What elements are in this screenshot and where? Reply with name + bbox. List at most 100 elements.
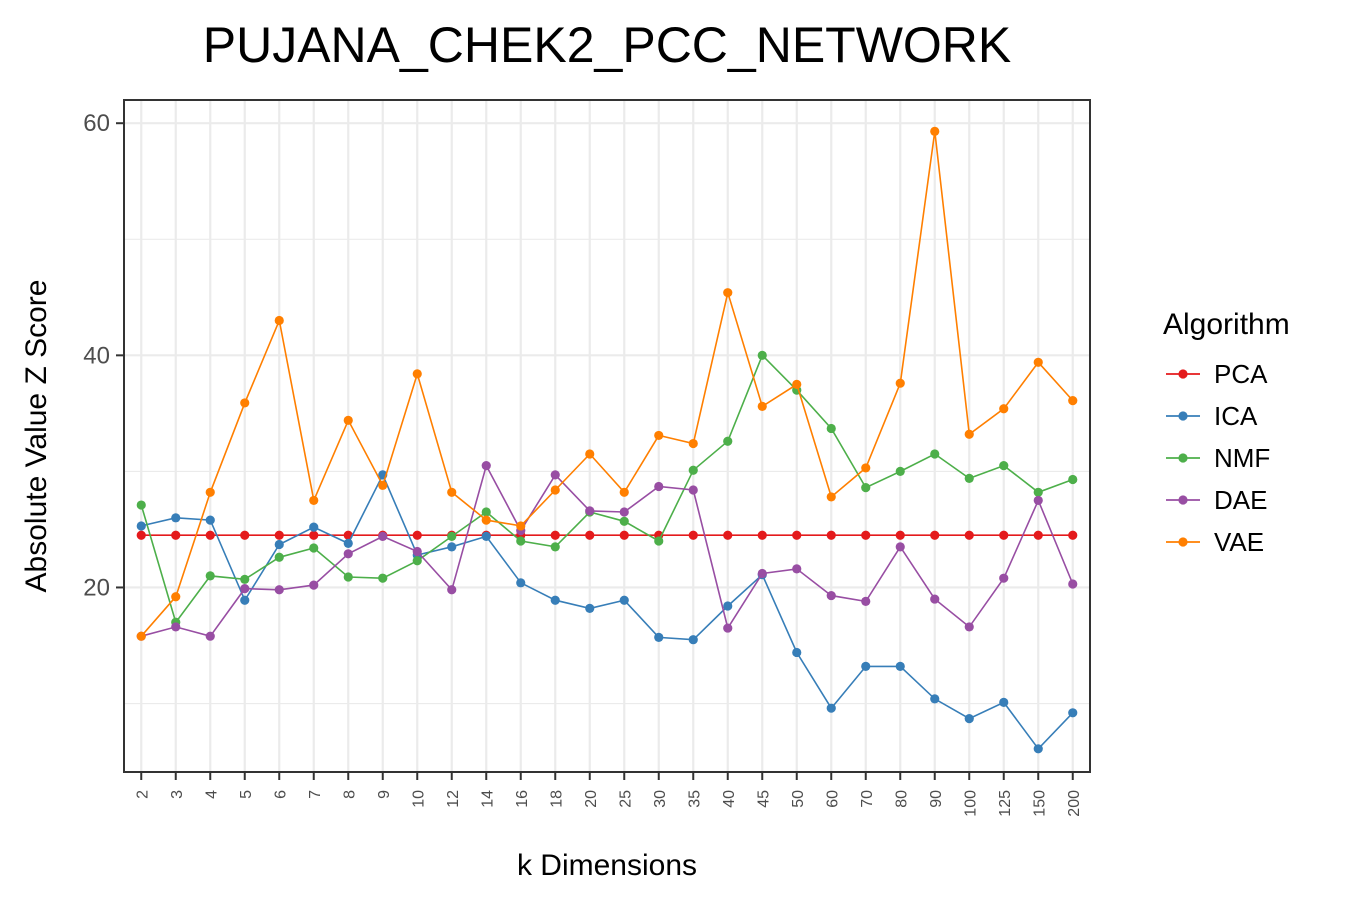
data-point-pca [688,530,698,540]
series-dae [136,460,1078,641]
series-line-dae [141,463,1074,638]
data-point-nmf [343,572,353,582]
data-point-dae [205,631,215,641]
data-point-vae [171,592,181,602]
data-point-ica [654,632,664,642]
y-axis: 20 40 60 [83,110,124,601]
data-point-nmf [205,571,215,581]
x-tick-label: 100 [962,790,979,817]
data-point-nmf [481,507,491,517]
data-point-pca [136,530,146,540]
data-point-dae [378,531,388,541]
legend-label-ica: ICA [1214,401,1258,431]
data-point-vae [136,631,146,641]
data-point-vae [619,487,629,497]
data-point-nmf [688,465,698,475]
data-point-nmf [861,483,871,493]
x-tick-label: 80 [893,790,910,808]
data-point-ica [585,603,595,613]
data-point-pca [274,530,284,540]
legend-key-point-ica [1178,411,1188,421]
data-point-ica [516,578,526,588]
data-point-nmf [378,573,388,583]
data-point-dae [171,622,181,632]
data-point-dae [309,580,319,590]
legend-label-nmf: NMF [1214,443,1270,473]
data-point-ica [723,601,733,611]
data-point-vae [274,315,284,326]
data-point-pca [999,530,1009,540]
data-point-ica [1033,744,1043,754]
x-tick-label: 25 [617,790,634,808]
data-point-ica [999,697,1009,707]
y-tick-label: 40 [83,342,110,369]
data-point-vae [1068,396,1078,406]
legend-key-point-nmf [1178,453,1188,463]
data-point-nmf [136,500,146,510]
legend-key-point-pca [1178,369,1188,379]
data-point-ica [136,521,146,531]
series-line-vae [140,131,1074,637]
data-point-dae [412,546,422,557]
x-tick-label: 3 [169,790,186,799]
data-point-nmf [895,466,905,476]
data-point-nmf [757,350,767,360]
x-tick-label: 10 [410,790,427,808]
data-point-dae [792,564,802,574]
data-point-dae [964,622,974,632]
data-point-pca [412,530,422,540]
data-point-vae [654,430,664,441]
data-point-ica [826,703,836,713]
data-point-ica [964,714,974,724]
data-point-vae [964,429,974,439]
data-point-vae [861,463,871,473]
data-point-pca [723,530,733,540]
data-point-dae [930,594,940,604]
legend-label-vae: VAE [1214,527,1264,557]
data-point-ica [550,595,560,605]
data-point-nmf [274,552,284,562]
data-point-nmf [930,449,940,459]
data-point-pca [205,530,215,540]
x-tick-label: 125 [997,790,1014,817]
data-point-nmf [516,536,526,546]
data-point-ica [205,515,215,525]
data-point-dae [688,485,698,495]
data-point-dae [1033,495,1043,506]
x-tick-label: 90 [928,790,945,808]
data-point-pca [895,530,905,540]
x-tick-label: 20 [583,790,600,808]
legend-title: Algorithm [1163,308,1290,341]
data-point-ica [688,635,698,645]
data-point-pca [240,530,250,540]
data-point-vae [378,480,388,490]
data-point-nmf [1033,487,1043,497]
data-point-vae [999,404,1009,414]
x-tick-label: 70 [859,790,876,808]
data-point-ica [274,539,284,550]
data-point-nmf [964,473,974,483]
series-layer [136,126,1078,754]
data-point-pca [757,530,767,540]
data-point-vae [481,515,491,525]
x-tick-label: 150 [1031,790,1048,817]
data-point-ica [309,522,319,532]
x-tick-label: 14 [479,790,496,808]
x-tick-label: 30 [652,790,669,808]
data-point-pca [619,530,629,540]
x-tick-label: 35 [686,790,703,808]
data-point-ica [481,531,491,541]
x-tick-label: 60 [824,790,841,808]
x-tick-label: 45 [755,790,772,808]
x-tick-label: 9 [376,790,393,799]
data-point-nmf [1068,474,1078,485]
data-point-pca [1033,530,1043,540]
data-point-dae [895,542,905,552]
x-tick-label: 4 [203,790,220,799]
data-point-dae [654,481,664,492]
data-point-nmf [999,460,1009,471]
data-point-pca [964,530,974,540]
data-point-dae [550,470,560,480]
data-point-ica [792,647,802,658]
